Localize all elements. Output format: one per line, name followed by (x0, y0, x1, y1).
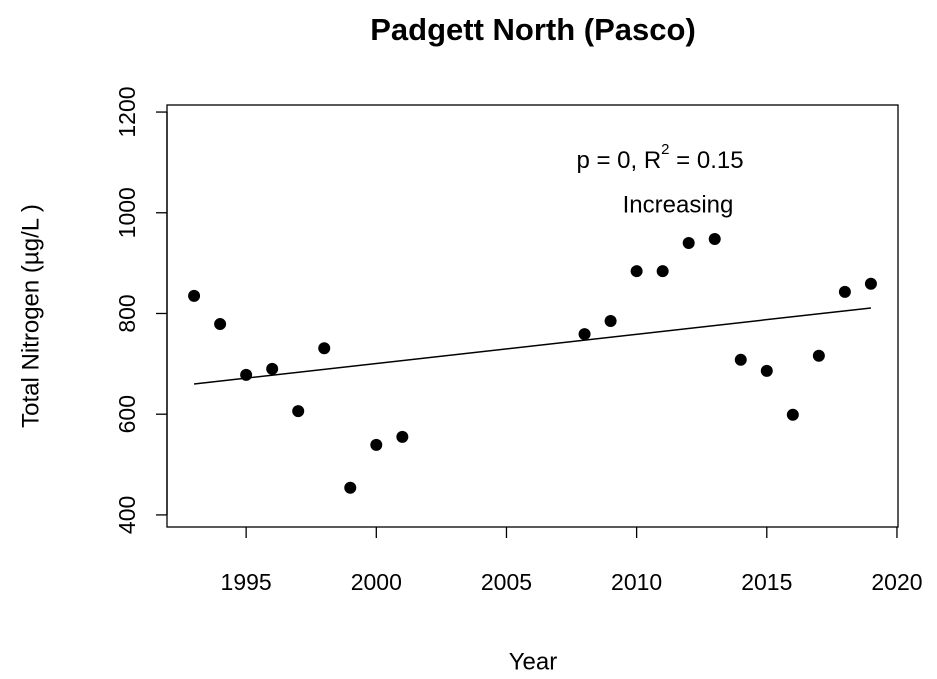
trend-line (193, 307, 872, 385)
point (370, 438, 383, 451)
point (266, 362, 279, 375)
annotation-part: p = 0, R (576, 147, 661, 174)
annotation-part: = 0.15 (670, 147, 744, 174)
point (292, 405, 305, 418)
y-tick-label: 1200 (114, 86, 140, 137)
point (214, 318, 227, 331)
x-tick-label: 2010 (611, 569, 662, 595)
y-axis-label: Total Nitrogen (µg/L ) (17, 204, 44, 428)
y-tick-label: 600 (114, 395, 140, 433)
x-tick-label: 2005 (481, 569, 532, 595)
point (682, 236, 695, 249)
annotation: p = 0, R2 = 0.15 (576, 141, 743, 174)
x-tick-label: 1995 (221, 569, 272, 595)
point (864, 277, 877, 290)
point (760, 364, 773, 377)
x-tick-label: 2000 (351, 569, 402, 595)
point (578, 328, 591, 341)
point (344, 481, 357, 494)
x-axis-label: Year (509, 648, 558, 675)
point (656, 265, 669, 278)
point (318, 342, 331, 355)
point (708, 232, 721, 245)
x-tick-label: 2020 (871, 569, 922, 595)
point (734, 353, 747, 366)
y-tick-label: 400 (114, 496, 140, 534)
point (188, 289, 201, 302)
point (786, 408, 799, 421)
point (812, 349, 825, 362)
point (604, 315, 617, 328)
point (838, 285, 851, 298)
chart-title: Padgett North (Pasco) (370, 12, 696, 47)
y-tick-label: 800 (114, 294, 140, 332)
annotation: Increasing (623, 191, 734, 218)
plot-box (166, 104, 899, 528)
point (630, 265, 643, 278)
x-tick-label: 2015 (741, 569, 792, 595)
point (396, 430, 409, 443)
y-tick-label: 1000 (114, 187, 140, 238)
annotation-superscript: 2 (661, 141, 669, 158)
